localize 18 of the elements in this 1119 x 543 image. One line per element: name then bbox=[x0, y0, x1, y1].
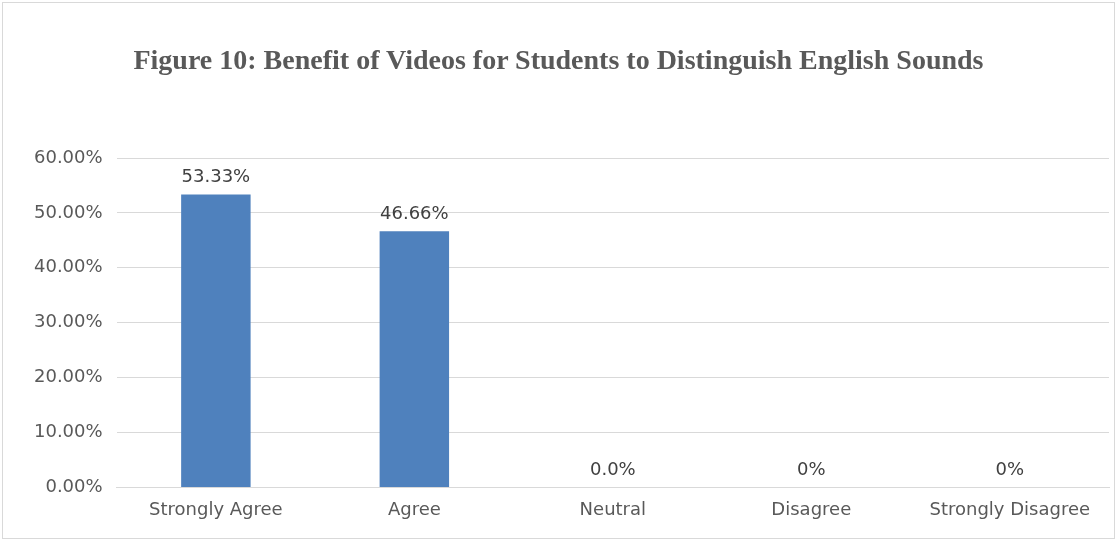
y-tick-label: 60.00% bbox=[33, 145, 103, 167]
data-label: 0.0% bbox=[589, 458, 636, 480]
chart-title: Figure 10: Benefit of Videos for Students to Distinguish English Sounds bbox=[133, 43, 984, 77]
y-tick-label: 0.00% bbox=[45, 475, 103, 497]
y-tick-label: 20.00% bbox=[33, 365, 103, 387]
data-label: 0% bbox=[995, 458, 1025, 480]
y-tick-label: 50.00% bbox=[33, 200, 103, 222]
y-tick-label: 10.00% bbox=[33, 420, 103, 442]
x-tick-label: Disagree bbox=[771, 497, 852, 519]
y-tick-label: 40.00% bbox=[33, 255, 103, 277]
y-tick-label: 30.00% bbox=[33, 310, 103, 332]
x-tick-label: Strongly Agree bbox=[149, 497, 283, 519]
x-tick-label: Neutral bbox=[579, 497, 647, 519]
data-label: 53.33% bbox=[181, 165, 251, 187]
x-tick-label: Strongly Disagree bbox=[929, 497, 1091, 519]
data-label: 46.66% bbox=[380, 201, 449, 223]
x-tick-label: Agree bbox=[387, 497, 441, 519]
data-label: 0% bbox=[797, 458, 826, 480]
